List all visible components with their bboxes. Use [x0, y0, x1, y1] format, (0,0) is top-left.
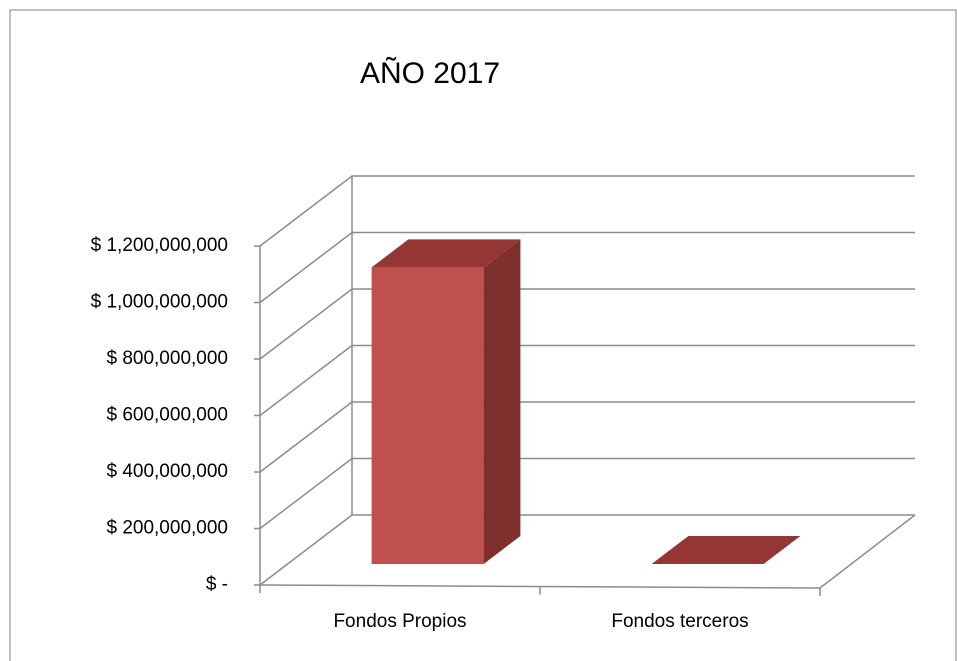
grid-line	[259, 514, 915, 586]
grid-line	[259, 288, 915, 360]
grid-line	[259, 401, 915, 473]
y-tick-label: $ 1,200,000,000	[91, 235, 228, 256]
grid-line	[259, 457, 915, 530]
y-tick-label: $ 400,000,000	[106, 461, 228, 482]
y-tick-label: $ 800,000,000	[106, 348, 228, 369]
x-tick-label: Fondos Propios	[333, 611, 466, 632]
grid-line	[259, 175, 915, 247]
x-tick-label: Fondos terceros	[611, 611, 748, 632]
bar-top	[371, 239, 521, 268]
y-tick-label: $ 200,000,000	[106, 518, 228, 539]
bar-side	[483, 239, 521, 564]
bar-top	[651, 536, 801, 564]
y-tick-label: $ 1,000,000,000	[91, 292, 228, 313]
grid-line	[259, 344, 915, 417]
chart-title: AÑO 2017	[360, 56, 500, 90]
y-tick-label: $ -	[206, 574, 228, 595]
y-tick-label: $ 600,000,000	[106, 405, 228, 426]
bar-front	[371, 267, 484, 564]
grid-line	[259, 231, 915, 304]
